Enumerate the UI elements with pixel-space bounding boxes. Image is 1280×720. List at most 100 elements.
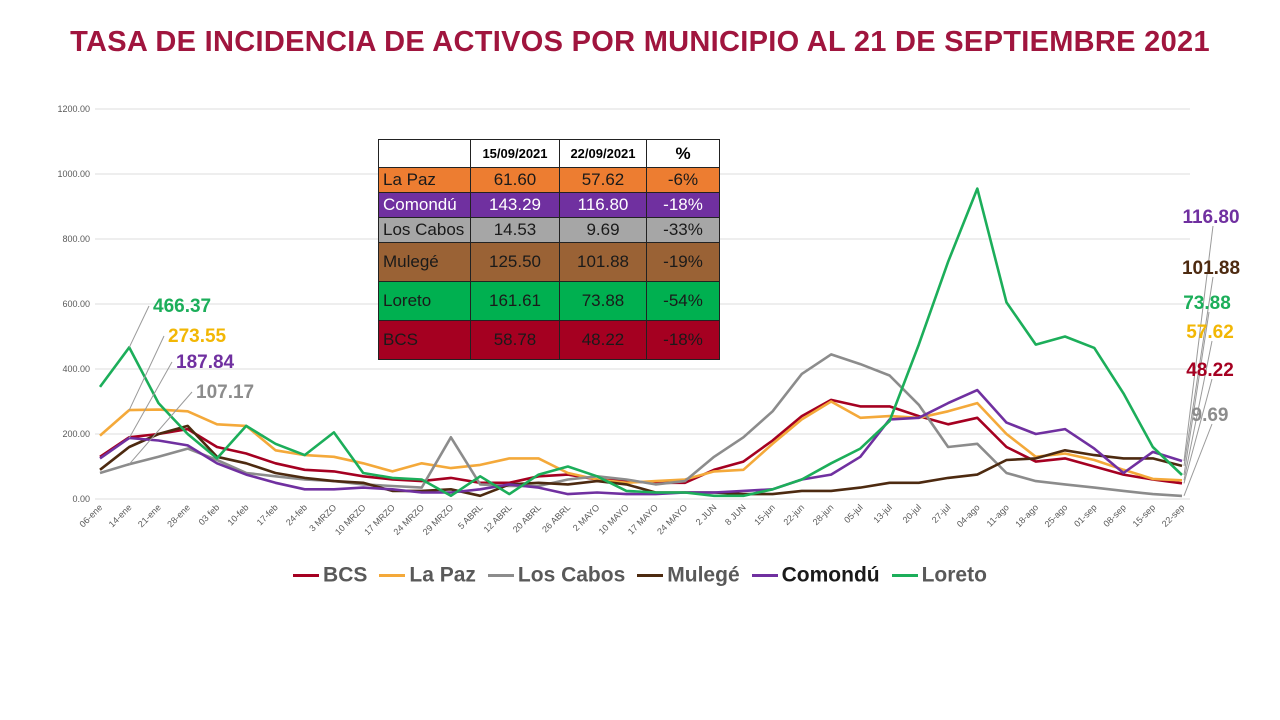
legend-item: Comondú bbox=[751, 563, 880, 587]
summary-table-row: Comondú 143.29 116.80 -18% bbox=[378, 192, 720, 218]
x-tick-label: 28-ene bbox=[165, 502, 192, 529]
x-tick-label: 17 MRZO bbox=[362, 502, 397, 537]
summary-table-cell: Los Cabos bbox=[378, 217, 471, 243]
legend-label: BCS bbox=[323, 563, 368, 587]
summary-table-cell: -18% bbox=[646, 192, 720, 218]
x-tick-label: 22-sep bbox=[1160, 502, 1187, 529]
summary-table-cell: 101.88 bbox=[559, 242, 647, 282]
x-tick-label: 15-jun bbox=[752, 502, 777, 527]
x-tick-label: 22-jun bbox=[781, 502, 806, 527]
legend-swatch bbox=[487, 573, 514, 577]
summary-table-header-date1: 15/09/2021 bbox=[470, 139, 560, 168]
x-tick-label: 08-sep bbox=[1101, 502, 1128, 529]
summary-table-cell: Loreto bbox=[378, 281, 471, 321]
leader-line bbox=[128, 361, 173, 439]
summary-table-cell: La Paz bbox=[378, 167, 471, 193]
x-tick-label: 10-feb bbox=[226, 502, 251, 527]
x-tick-label: 24 MAYO bbox=[655, 502, 689, 536]
summary-table-row: Loreto 161.61 73.88 -54% bbox=[378, 281, 720, 321]
annotation-label: 466.37 bbox=[153, 296, 211, 317]
summary-table-header-date2: 22/09/2021 bbox=[559, 139, 647, 168]
legend-swatch bbox=[293, 573, 320, 577]
summary-table-cell: 9.69 bbox=[559, 217, 647, 243]
y-tick-label: 200.00 bbox=[62, 429, 90, 439]
legend-label: Los Cabos bbox=[517, 563, 626, 587]
series-line-la-paz bbox=[99, 400, 1183, 485]
x-tick-label: 06-ene bbox=[78, 502, 105, 529]
summary-table-cell: Comondú bbox=[378, 192, 471, 218]
annotation-label: 48.22 bbox=[1186, 360, 1234, 381]
x-tick-label: 17 MAYO bbox=[626, 502, 660, 536]
leader-line bbox=[128, 391, 193, 465]
summary-table-cell: 143.29 bbox=[470, 192, 560, 218]
x-tick-label: 10 MAYO bbox=[597, 502, 631, 536]
legend-item: Los Cabos bbox=[487, 563, 626, 587]
y-tick-label: 1000.00 bbox=[57, 169, 90, 179]
x-tick-label: 11-ago bbox=[985, 502, 1011, 528]
legend-swatch bbox=[379, 573, 406, 577]
y-tick-label: 400.00 bbox=[62, 364, 90, 374]
series-line-bcs bbox=[99, 398, 1183, 485]
x-tick-label: 29 MRZO bbox=[421, 502, 456, 537]
x-tick-label: 13-jul bbox=[871, 502, 894, 525]
chart-title: TASA DE INCIDENCIA DE ACTIVOS POR MUNICI… bbox=[70, 26, 1210, 58]
summary-table-cell: -19% bbox=[646, 242, 720, 282]
legend-item: Loreto bbox=[891, 563, 987, 587]
leader-line bbox=[1183, 378, 1213, 484]
x-tick-label: 25-ago bbox=[1043, 502, 1070, 529]
summary-table: 15/09/2021 22/09/2021 % La Paz 61.60 57.62… bbox=[378, 139, 720, 360]
x-tick-label: 8 JUN bbox=[723, 502, 748, 527]
x-tick-label: 15-sep bbox=[1131, 502, 1158, 529]
x-tick-label: 14-ene bbox=[107, 502, 134, 529]
x-tick-label: 20-jul bbox=[901, 502, 924, 525]
annotation-label: 57.62 bbox=[1186, 322, 1234, 343]
annotation-label: 9.69 bbox=[1192, 405, 1229, 426]
annotations: 466.37273.55187.84107.17116.80101.8873.8… bbox=[128, 207, 1240, 497]
summary-table-cell: -54% bbox=[646, 281, 720, 321]
summary-table-cell: 57.62 bbox=[559, 167, 647, 193]
x-tick-label: 24-feb bbox=[284, 502, 309, 527]
y-tick-label: 800.00 bbox=[62, 234, 90, 244]
annotation-label: 116.80 bbox=[1182, 207, 1239, 228]
x-tick-label: 5 ABRL bbox=[456, 502, 485, 531]
x-tick-label: 17-feb bbox=[255, 502, 280, 527]
summary-table-cell: 14.53 bbox=[470, 217, 560, 243]
summary-table-cell: 61.60 bbox=[470, 167, 560, 193]
leader-line bbox=[1183, 311, 1210, 476]
summary-table-cell: BCS bbox=[378, 320, 471, 360]
summary-table-cell: 161.61 bbox=[470, 281, 560, 321]
x-tick-label: 12 ABRL bbox=[482, 502, 514, 534]
x-tick-label: 18-ago bbox=[1013, 502, 1040, 529]
summary-table-row: Los Cabos 14.53 9.69 -33% bbox=[378, 217, 720, 243]
x-tick-label: 21-ene bbox=[136, 502, 163, 529]
leader-line bbox=[1183, 340, 1213, 481]
y-tick-label: 1200.00 bbox=[57, 104, 90, 114]
legend-label: Loreto bbox=[921, 563, 987, 587]
summary-table-row: BCS 58.78 48.22 -18% bbox=[378, 320, 720, 360]
series-line-comondu bbox=[99, 388, 1183, 496]
leader-line bbox=[128, 305, 150, 348]
y-tick-label: 0.00 bbox=[72, 494, 90, 504]
x-tick-label: 03 feb bbox=[197, 502, 222, 527]
legend-item: Mulegé bbox=[637, 563, 740, 587]
x-axis-ticks: 06-ene 14-ene 21-ene 28-ene 03 feb 10-feb 17-f… bbox=[78, 502, 1187, 537]
summary-table-cell: 73.88 bbox=[559, 281, 647, 321]
summary-table-cell: 125.50 bbox=[470, 242, 560, 282]
summary-table-header-row: 15/09/2021 22/09/2021 % bbox=[378, 139, 720, 168]
legend-item: La Paz bbox=[379, 563, 476, 587]
legend-swatch bbox=[751, 573, 778, 577]
annotation-label: 187.84 bbox=[176, 352, 235, 373]
annotation-label: 101.88 bbox=[1182, 258, 1240, 279]
x-tick-label: 05-jul bbox=[842, 502, 865, 525]
summary-table-cell: -33% bbox=[646, 217, 720, 243]
summary-table-cell: 58.78 bbox=[470, 320, 560, 360]
annotation-label: 273.55 bbox=[168, 326, 227, 347]
summary-table-row: Mulegé 125.50 101.88 -19% bbox=[378, 242, 720, 282]
summary-table-cell: -6% bbox=[646, 167, 720, 193]
x-tick-label: 10 MRZO bbox=[333, 502, 368, 537]
series-line-los-cabos bbox=[99, 353, 1183, 498]
series-line-loreto bbox=[98, 187, 1183, 498]
leader-line bbox=[1183, 423, 1213, 497]
summary-table-cell: 116.80 bbox=[559, 192, 647, 218]
